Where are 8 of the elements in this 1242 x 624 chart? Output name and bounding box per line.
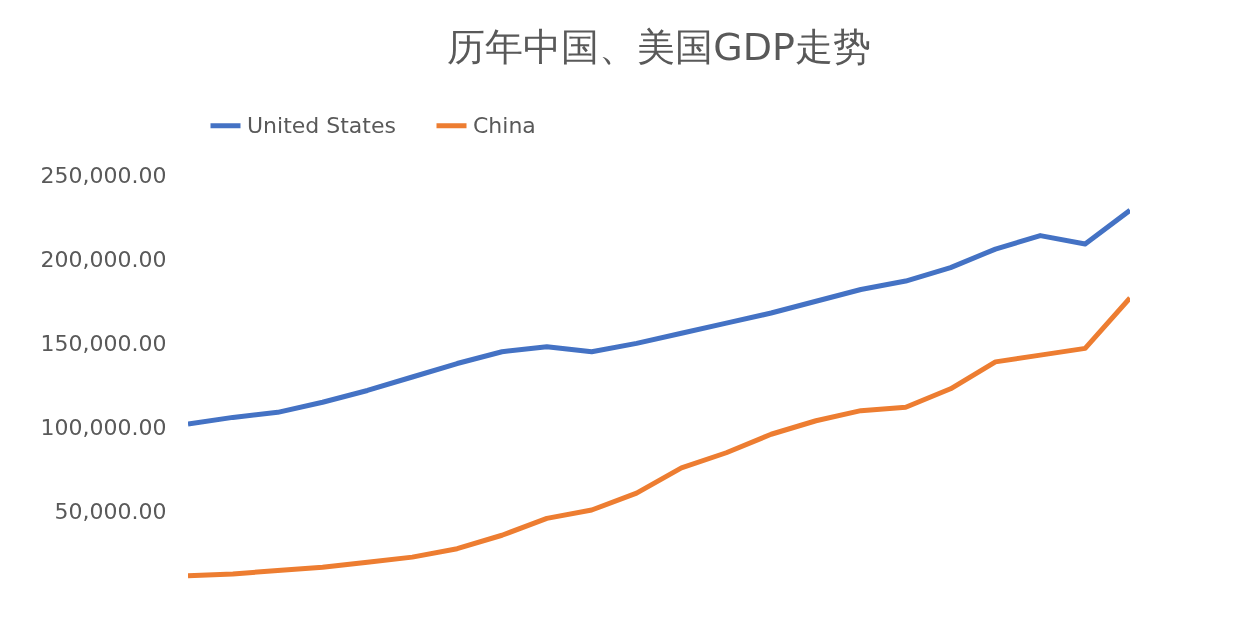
- legend-label: China: [473, 112, 536, 138]
- chart-title: 历年中国、美国GDP走势: [447, 25, 871, 69]
- y-tick-label: 100,000.00: [40, 415, 167, 440]
- legend-label: United States: [247, 112, 396, 138]
- y-tick-label: 250,000.00: [40, 162, 167, 188]
- y-tick-label: 150,000.00: [40, 330, 167, 356]
- y-tick-label: 50,000.00: [54, 499, 167, 525]
- y-tick-label: 200,000.00: [40, 246, 167, 272]
